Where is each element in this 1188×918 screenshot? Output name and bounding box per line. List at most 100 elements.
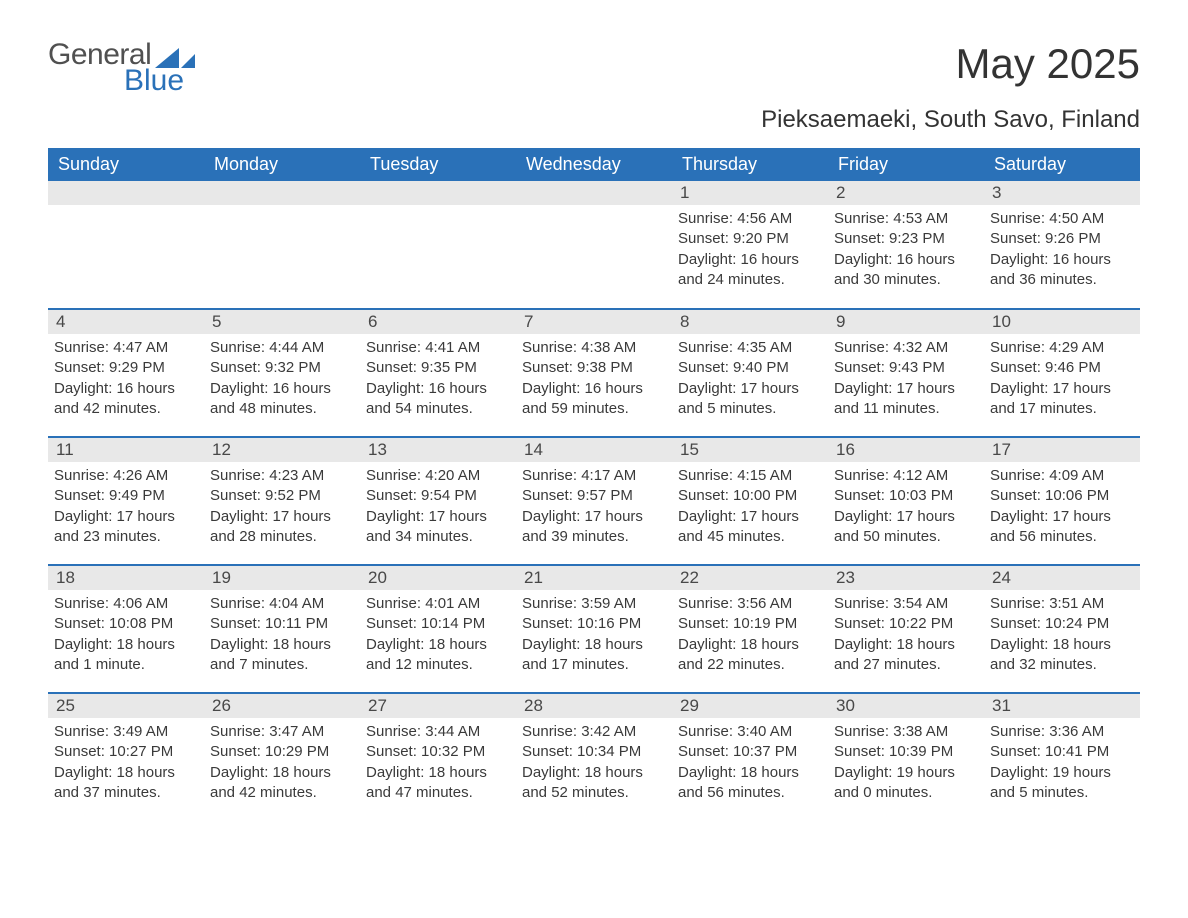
daylight-text: Daylight: 17 hours and 28 minutes. — [210, 507, 354, 548]
day-number: 3 — [984, 181, 1140, 205]
sunrise-text: Sunrise: 4:41 AM — [366, 338, 510, 358]
calendar-day-cell: 9Sunrise: 4:32 AMSunset: 9:43 PMDaylight… — [828, 309, 984, 437]
daylight-text: Daylight: 17 hours and 39 minutes. — [522, 507, 666, 548]
daylight-text: Daylight: 19 hours and 0 minutes. — [834, 763, 978, 804]
sunset-text: Sunset: 9:29 PM — [54, 358, 198, 378]
sunrise-text: Sunrise: 4:26 AM — [54, 466, 198, 486]
daylight-text: Daylight: 18 hours and 12 minutes. — [366, 635, 510, 676]
calendar-day-cell: 10Sunrise: 4:29 AMSunset: 9:46 PMDayligh… — [984, 309, 1140, 437]
calendar-day-cell: 12Sunrise: 4:23 AMSunset: 9:52 PMDayligh… — [204, 437, 360, 565]
calendar-day-cell: 17Sunrise: 4:09 AMSunset: 10:06 PMDaylig… — [984, 437, 1140, 565]
calendar-day-cell: 28Sunrise: 3:42 AMSunset: 10:34 PMDaylig… — [516, 693, 672, 821]
day-details: Sunrise: 3:44 AMSunset: 10:32 PMDaylight… — [360, 718, 516, 807]
sunrise-text: Sunrise: 3:36 AM — [990, 722, 1134, 742]
sunset-text: Sunset: 9:46 PM — [990, 358, 1134, 378]
sunset-text: Sunset: 9:49 PM — [54, 486, 198, 506]
sunset-text: Sunset: 10:03 PM — [834, 486, 978, 506]
daylight-text: Daylight: 17 hours and 11 minutes. — [834, 379, 978, 420]
day-number: 9 — [828, 310, 984, 334]
day-number: 19 — [204, 566, 360, 590]
day-number: 2 — [828, 181, 984, 205]
sunset-text: Sunset: 10:00 PM — [678, 486, 822, 506]
daylight-text: Daylight: 16 hours and 36 minutes. — [990, 250, 1134, 291]
day-number — [204, 181, 360, 205]
sunrise-text: Sunrise: 4:04 AM — [210, 594, 354, 614]
sunrise-text: Sunrise: 4:23 AM — [210, 466, 354, 486]
sunrise-text: Sunrise: 3:42 AM — [522, 722, 666, 742]
daylight-text: Daylight: 18 hours and 32 minutes. — [990, 635, 1134, 676]
sunset-text: Sunset: 10:41 PM — [990, 742, 1134, 762]
sunset-text: Sunset: 10:16 PM — [522, 614, 666, 634]
sunrise-text: Sunrise: 3:56 AM — [678, 594, 822, 614]
day-number: 24 — [984, 566, 1140, 590]
sunrise-text: Sunrise: 4:56 AM — [678, 209, 822, 229]
day-details: Sunrise: 4:35 AMSunset: 9:40 PMDaylight:… — [672, 334, 828, 423]
daylight-text: Daylight: 17 hours and 34 minutes. — [366, 507, 510, 548]
day-number: 27 — [360, 694, 516, 718]
day-details: Sunrise: 4:44 AMSunset: 9:32 PMDaylight:… — [204, 334, 360, 423]
calendar-day-cell: 7Sunrise: 4:38 AMSunset: 9:38 PMDaylight… — [516, 309, 672, 437]
calendar-day-cell: 30Sunrise: 3:38 AMSunset: 10:39 PMDaylig… — [828, 693, 984, 821]
sunset-text: Sunset: 9:38 PM — [522, 358, 666, 378]
sunset-text: Sunset: 10:24 PM — [990, 614, 1134, 634]
calendar-week-row: 4Sunrise: 4:47 AMSunset: 9:29 PMDaylight… — [48, 309, 1140, 437]
daylight-text: Daylight: 18 hours and 52 minutes. — [522, 763, 666, 804]
sunset-text: Sunset: 10:14 PM — [366, 614, 510, 634]
sunrise-text: Sunrise: 4:17 AM — [522, 466, 666, 486]
day-number: 23 — [828, 566, 984, 590]
header: General Blue May 2025 — [48, 40, 1140, 96]
calendar-week-row: 18Sunrise: 4:06 AMSunset: 10:08 PMDaylig… — [48, 565, 1140, 693]
sunset-text: Sunset: 9:20 PM — [678, 229, 822, 249]
weekday-header: Friday — [828, 148, 984, 181]
calendar-day-cell: 6Sunrise: 4:41 AMSunset: 9:35 PMDaylight… — [360, 309, 516, 437]
weekday-header: Monday — [204, 148, 360, 181]
daylight-text: Daylight: 18 hours and 42 minutes. — [210, 763, 354, 804]
day-number: 31 — [984, 694, 1140, 718]
sunrise-text: Sunrise: 4:53 AM — [834, 209, 978, 229]
day-details: Sunrise: 4:17 AMSunset: 9:57 PMDaylight:… — [516, 462, 672, 551]
day-details: Sunrise: 3:36 AMSunset: 10:41 PMDaylight… — [984, 718, 1140, 807]
daylight-text: Daylight: 17 hours and 45 minutes. — [678, 507, 822, 548]
day-number: 29 — [672, 694, 828, 718]
sunrise-text: Sunrise: 4:09 AM — [990, 466, 1134, 486]
calendar-day-cell: 15 Sunrise: 4:15 AMSunset: 10:00 PMDaylig… — [672, 437, 828, 565]
sunrise-text: Sunrise: 4:15 AM — [678, 466, 822, 486]
sunrise-text: Sunrise: 3:54 AM — [834, 594, 978, 614]
calendar-day-cell — [516, 181, 672, 309]
location-subtitle: Pieksaemaeki, South Savo, Finland — [48, 106, 1140, 134]
sunset-text: Sunset: 10:32 PM — [366, 742, 510, 762]
day-number: 15 — [672, 438, 828, 462]
daylight-text: Daylight: 18 hours and 22 minutes. — [678, 635, 822, 676]
calendar-day-cell: 19Sunrise: 4:04 AMSunset: 10:11 PMDaylig… — [204, 565, 360, 693]
sunset-text: Sunset: 10:11 PM — [210, 614, 354, 634]
sunset-text: Sunset: 9:52 PM — [210, 486, 354, 506]
calendar-day-cell: 24Sunrise: 3:51 AMSunset: 10:24 PMDaylig… — [984, 565, 1140, 693]
daylight-text: Daylight: 16 hours and 24 minutes. — [678, 250, 822, 291]
day-number: 26 — [204, 694, 360, 718]
sunrise-text: Sunrise: 3:40 AM — [678, 722, 822, 742]
daylight-text: Daylight: 17 hours and 5 minutes. — [678, 379, 822, 420]
sunrise-text: Sunrise: 4:47 AM — [54, 338, 198, 358]
day-details: Sunrise: 4:53 AMSunset: 9:23 PMDaylight:… — [828, 205, 984, 294]
daylight-text: Daylight: 16 hours and 48 minutes. — [210, 379, 354, 420]
day-number: 21 — [516, 566, 672, 590]
sunrise-text: Sunrise: 4:44 AM — [210, 338, 354, 358]
sunrise-text: Sunrise: 4:06 AM — [54, 594, 198, 614]
day-details: Sunrise: 4:29 AMSunset: 9:46 PMDaylight:… — [984, 334, 1140, 423]
weekday-header: Tuesday — [360, 148, 516, 181]
day-details: Sunrise: 4:20 AMSunset: 9:54 PMDaylight:… — [360, 462, 516, 551]
day-details: Sunrise: 4:01 AMSunset: 10:14 PMDaylight… — [360, 590, 516, 679]
calendar-day-cell: 3Sunrise: 4:50 AMSunset: 9:26 PMDaylight… — [984, 181, 1140, 309]
daylight-text: Daylight: 16 hours and 59 minutes. — [522, 379, 666, 420]
day-number: 8 — [672, 310, 828, 334]
day-number — [360, 181, 516, 205]
calendar-day-cell: 31Sunrise: 3:36 AMSunset: 10:41 PMDaylig… — [984, 693, 1140, 821]
logo-text-blue: Blue — [124, 66, 195, 96]
sunrise-text: Sunrise: 3:49 AM — [54, 722, 198, 742]
daylight-text: Daylight: 17 hours and 50 minutes. — [834, 507, 978, 548]
day-details: Sunrise: 4:06 AMSunset: 10:08 PMDaylight… — [48, 590, 204, 679]
calendar-day-cell: 25Sunrise: 3:49 AMSunset: 10:27 PMDaylig… — [48, 693, 204, 821]
daylight-text: Daylight: 18 hours and 56 minutes. — [678, 763, 822, 804]
day-number: 14 — [516, 438, 672, 462]
daylight-text: Daylight: 18 hours and 37 minutes. — [54, 763, 198, 804]
